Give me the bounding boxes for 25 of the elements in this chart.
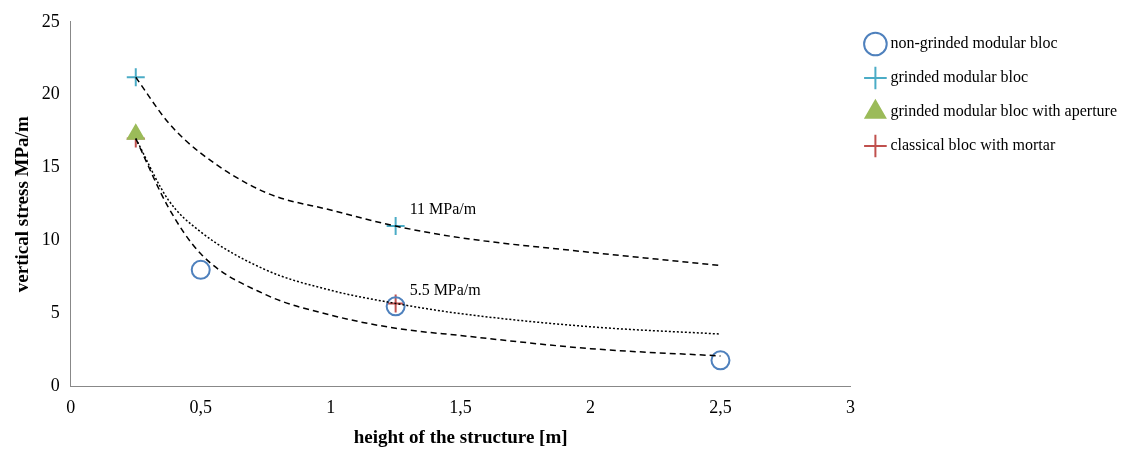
point [385,216,406,237]
legend-label: non-grinded modular bloc [890,34,1058,53]
x-tick-label: 2 [586,397,596,418]
annotation: 11 MPa/m [409,200,477,218]
x-tick-label: 0,5 [189,397,212,418]
annotation: 5.5 MPa/m [409,280,482,298]
x-tick-label: 1,5 [449,397,472,418]
x-tick-label: 3 [845,397,855,418]
y-tick-label: 15 [41,156,60,177]
point [125,67,146,88]
point [710,350,731,371]
point [190,259,211,280]
y-tick-label: 10 [41,229,60,250]
y-tick-label: 0 [50,375,60,396]
y-tick-label: 25 [41,10,60,31]
x-axis-title: height of the structure [m] [353,425,568,447]
legend-label: grinded modular bloc with aperture [890,102,1117,121]
x-tick-label: 2,5 [709,397,732,418]
x-tick-label: 0 [66,397,76,418]
x-tick-label: 1 [326,397,336,418]
legend-label: grinded modular bloc [890,68,1029,87]
y-tick-label: 20 [41,83,60,104]
legend-label: classical bloc with mortar [890,136,1056,154]
y-axis-title: vertical stress MPa/m [11,116,33,293]
y-tick-label: 5 [50,302,60,323]
